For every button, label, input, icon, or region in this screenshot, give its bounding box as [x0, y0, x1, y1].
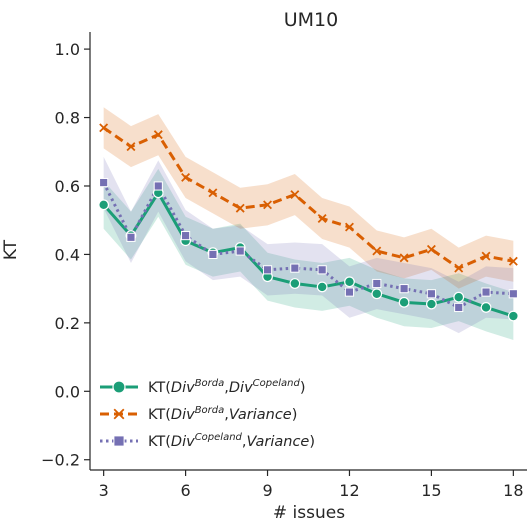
point-series-1-x12: [344, 276, 355, 288]
point-series-2-x8: [235, 203, 245, 213]
point-series-3-x4: [126, 232, 136, 242]
point-series-2-x14: [399, 253, 409, 263]
line-series-2: [102, 126, 514, 270]
y-tick-label: −0.2: [41, 451, 80, 470]
point-series-3-x15: [426, 289, 436, 299]
legend-item-1: KT(DivBorda,DivCopeland): [100, 378, 306, 396]
point-series-3-x8: [235, 246, 245, 256]
legend-swatch-marker: [113, 408, 125, 420]
point-series-2-x18: [508, 256, 518, 266]
band-series-2: [103, 107, 514, 289]
point-series-1-x14: [398, 296, 410, 308]
x-tick-label: 18: [503, 481, 523, 500]
legend-label: KT(DivBorda,DivCopeland): [148, 378, 306, 396]
point-series-3-x11: [317, 265, 327, 275]
point-series-1-x17: [480, 302, 492, 313]
band-series-1: [103, 168, 514, 340]
y-tick-label: 0.0: [55, 382, 80, 401]
y-tick-label: 0.6: [55, 177, 80, 196]
x-tick-label: 9: [262, 481, 272, 500]
legend-item-2: KT(DivBorda,Variance): [100, 405, 297, 423]
y-tick-label: 1.0: [55, 40, 80, 59]
y-axis-ticks: −0.2 0.0 0.2 0.4 0.6 0.8 1.0: [41, 40, 90, 470]
legend-item-3: KT(DivCopeland,Variance): [100, 432, 315, 450]
chart-title: UM10: [284, 9, 338, 31]
point-series-3-x14: [399, 284, 409, 294]
y-tick-label: 0.2: [55, 314, 80, 333]
confidence-bands: [103, 107, 514, 340]
x-tick-label: 12: [339, 481, 359, 500]
legend: KT(DivBorda,DivCopeland) KT(DivBorda,Vari…: [100, 378, 315, 450]
point-series-1-x11: [316, 281, 328, 293]
x-axis-label: # issues: [273, 503, 345, 523]
point-series-2-x5: [153, 130, 163, 140]
point-series-2-x17: [481, 251, 491, 261]
point-series-3-x16: [454, 302, 464, 313]
point-series-1-x15: [426, 298, 437, 310]
point-series-3-x3: [99, 177, 109, 188]
point-series-2-x7: [208, 188, 218, 198]
point-series-3-x12: [344, 287, 355, 297]
point-series-3-x18: [508, 289, 518, 299]
point-series-1-x3: [98, 199, 110, 211]
x-axis-ticks: 3 6 9 12 15 18: [99, 470, 524, 500]
point-series-3-x17: [481, 287, 491, 297]
point-series-2-x11: [317, 214, 327, 223]
point-series-3-x7: [208, 249, 218, 260]
point-series-1-x16: [453, 291, 465, 303]
point-series-3-x6: [181, 231, 191, 241]
x-tick-label: 6: [181, 481, 191, 500]
point-series-2-x6: [181, 172, 191, 182]
point-series-2-x3: [99, 123, 109, 133]
x-tick-label: 3: [99, 481, 109, 500]
point-series-2-x9: [263, 200, 273, 210]
series-lines: [102, 126, 514, 318]
point-series-3-x13: [372, 278, 382, 289]
point-series-2-x15: [426, 244, 436, 254]
point-series-2-x4: [126, 142, 136, 152]
point-series-2-x13: [372, 246, 382, 256]
point-series-1-x10: [289, 278, 301, 289]
legend-label: KT(DivCopeland,Variance): [148, 432, 315, 450]
y-tick-label: 0.8: [55, 109, 80, 128]
point-series-3-x10: [290, 263, 300, 273]
legend-label: KT(DivBorda,Variance): [148, 405, 297, 423]
line-series-1: [102, 191, 514, 318]
point-series-2-x10: [290, 190, 300, 200]
y-tick-label: 0.4: [55, 245, 80, 264]
point-series-3-x5: [153, 181, 163, 191]
y-axis-label: KT: [1, 239, 21, 260]
legend-swatch-marker: [112, 380, 126, 394]
band-series-3: [103, 156, 514, 334]
point-series-2-x12: [344, 222, 354, 232]
legend-swatch-marker: [113, 435, 125, 447]
point-series-2-x16: [454, 263, 464, 273]
point-series-3-x9: [262, 265, 273, 275]
series-markers: [98, 123, 519, 322]
x-tick-label: 15: [421, 481, 441, 500]
point-series-1-x18: [507, 310, 519, 322]
point-series-1-x13: [371, 288, 383, 300]
